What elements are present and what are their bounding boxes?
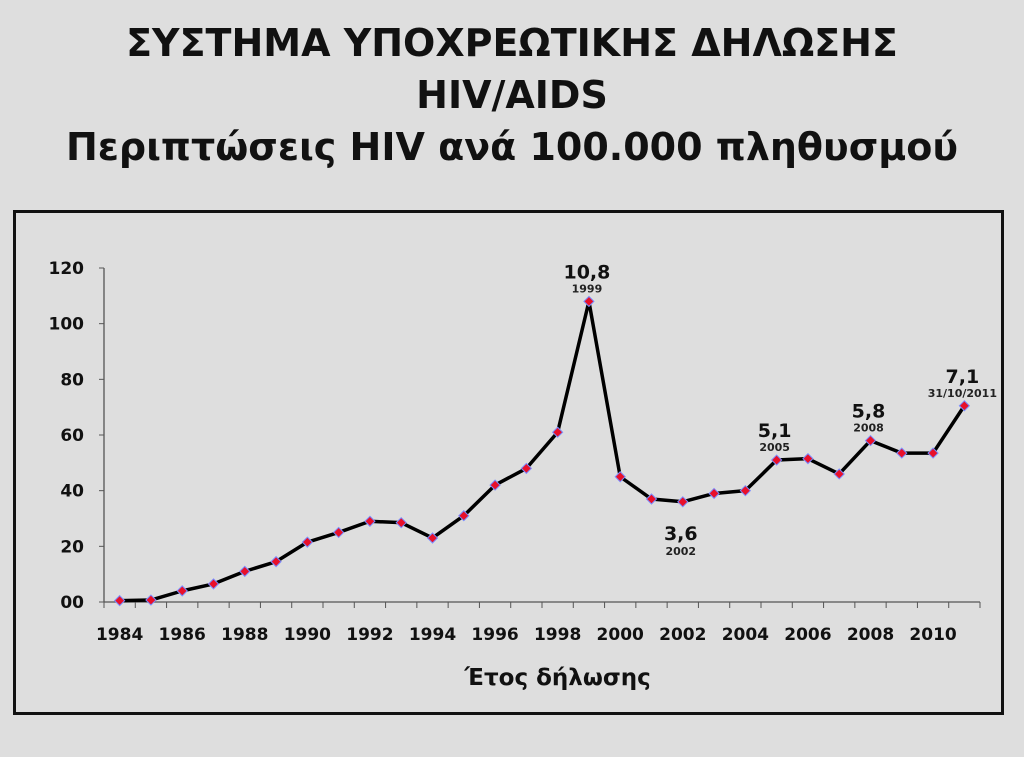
annotation-value: 5,1 (758, 420, 792, 442)
data-point (426, 532, 439, 544)
y-tick-label: 60 (60, 426, 84, 446)
data-point (739, 484, 752, 497)
data-point (113, 594, 126, 607)
data-point (364, 515, 376, 527)
annotation-date: 2002 (665, 545, 696, 558)
annotation-date: 1999 (572, 282, 603, 295)
data-point (332, 526, 345, 539)
y-tick-label: 80 (60, 370, 84, 390)
title-line-2: HIV/AIDS (416, 73, 608, 117)
x-tick-label: 2006 (784, 625, 831, 645)
annotation-date: 2005 (759, 441, 790, 454)
x-tick-label: 1990 (284, 625, 331, 645)
data-point (864, 434, 877, 447)
data-point (489, 479, 501, 491)
data-point (896, 447, 908, 459)
y-tick-label: 00 (60, 593, 84, 613)
data-point (270, 555, 282, 568)
annotation-value: 10,8 (563, 261, 610, 283)
y-tick-label: 100 (49, 315, 85, 335)
x-tick-label: 1994 (409, 625, 456, 645)
data-point (958, 400, 971, 412)
y-tick-label: 120 (49, 259, 85, 279)
data-point (583, 295, 595, 308)
data-point (645, 493, 658, 505)
data-point (770, 454, 783, 466)
annotation-date: 31/10/2011 (928, 387, 997, 400)
x-axis-title: Έτος δήλωσης (464, 665, 651, 691)
y-tick-label: 20 (60, 537, 84, 557)
y-tick-label: 40 (60, 482, 84, 502)
series-line (119, 299, 966, 603)
data-point (145, 594, 157, 606)
data-point (239, 565, 251, 578)
data-point (207, 578, 220, 590)
annotation-value: 5,8 (852, 401, 886, 423)
chart-frame (13, 210, 1004, 715)
x-tick-label: 1986 (159, 625, 206, 645)
data-point (614, 471, 626, 483)
x-tick-label: 2000 (597, 625, 644, 645)
data-point (458, 510, 470, 522)
annotation-value: 7,1 (946, 366, 980, 388)
data-point (677, 496, 689, 508)
title-line-1: ΣΥΣΤΗΜΑ ΥΠΟΧΡΕΩΤΙΚΗΣ ΔΗΛΩΣΗΣ (126, 21, 898, 65)
annotation-date: 2008 (853, 422, 884, 435)
x-tick-label: 2010 (909, 625, 956, 645)
x-tick-label: 2004 (722, 625, 769, 645)
title-line-3: Περιπτώσεις HIV ανά 100.000 πληθυσμού (65, 125, 959, 169)
x-tick-label: 2002 (659, 625, 706, 645)
x-tick-label: 2008 (847, 625, 894, 645)
x-tick-label: 1988 (221, 625, 268, 645)
data-point (395, 516, 407, 529)
annotation-value: 3,6 (664, 523, 698, 545)
data-point (551, 426, 564, 438)
x-tick-label: 1996 (471, 625, 518, 645)
data-point (176, 585, 188, 597)
data-point (708, 487, 720, 500)
x-tick-label: 1984 (96, 625, 143, 645)
data-point (927, 447, 939, 459)
x-tick-label: 1998 (534, 625, 581, 645)
data-point (520, 462, 533, 475)
data-point (301, 536, 314, 548)
data-point (802, 452, 814, 465)
data-point (833, 468, 845, 480)
x-tick-label: 1992 (346, 625, 393, 645)
